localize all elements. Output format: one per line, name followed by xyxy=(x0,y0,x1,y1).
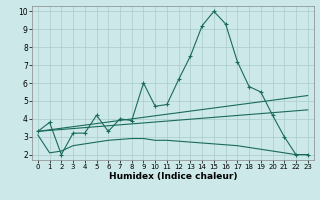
X-axis label: Humidex (Indice chaleur): Humidex (Indice chaleur) xyxy=(108,172,237,181)
